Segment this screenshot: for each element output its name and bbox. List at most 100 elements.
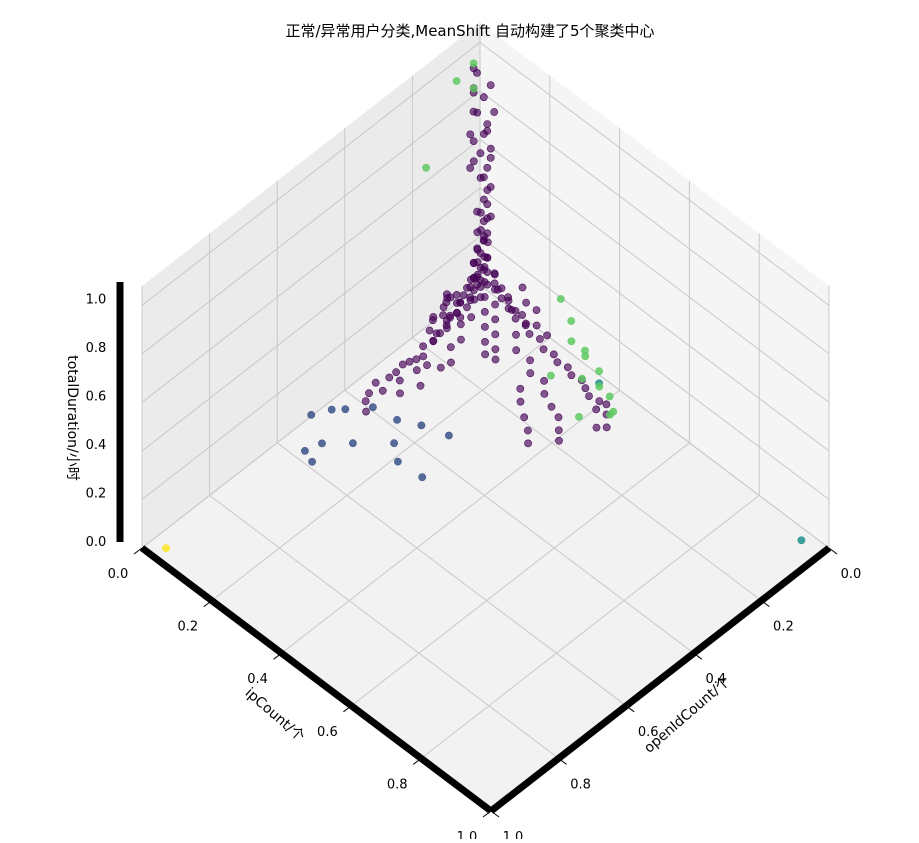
data-point-cluster-0 bbox=[480, 307, 489, 316]
data-point-cluster-0 bbox=[483, 163, 492, 172]
y-tick-mark bbox=[482, 810, 492, 818]
y-axis-label: ipCount/个 bbox=[242, 685, 308, 745]
data-point-cluster-0 bbox=[467, 313, 476, 322]
x-tick-mark bbox=[761, 600, 770, 607]
x-tick-mark bbox=[558, 758, 567, 765]
data-point-cluster-0 bbox=[412, 355, 421, 364]
data-point-cluster-0 bbox=[555, 436, 563, 445]
chart-title: 正常/异常用户分类,MeanShift 自动构建了5个聚类中心 bbox=[285, 22, 654, 40]
data-points bbox=[162, 59, 806, 553]
y-tick-label: 0.4 bbox=[247, 672, 268, 687]
data-point-cluster-0 bbox=[504, 293, 512, 302]
data-point-cluster-1 bbox=[318, 439, 326, 448]
data-point-cluster-3 bbox=[575, 412, 583, 421]
x-tick-label: 0.2 bbox=[773, 620, 794, 635]
data-point-cluster-0 bbox=[516, 384, 525, 393]
data-point-cluster-0 bbox=[473, 270, 482, 279]
data-point-cluster-0 bbox=[436, 329, 444, 338]
data-point-cluster-0 bbox=[540, 376, 548, 385]
grid-line-op-floor bbox=[344, 389, 695, 654]
x-tick-mark bbox=[625, 705, 635, 713]
data-point-cluster-0 bbox=[491, 300, 499, 309]
data-point-cluster-0 bbox=[423, 361, 431, 369]
data-point-cluster-1 bbox=[368, 403, 377, 412]
grid-line-op-floor bbox=[412, 337, 762, 601]
y-tick-mark bbox=[133, 547, 143, 555]
z-tick-label: 0.0 bbox=[86, 535, 107, 550]
data-point-cluster-0 bbox=[563, 363, 572, 372]
data-point-cluster-1 bbox=[307, 410, 316, 419]
y-tick-label: 0.0 bbox=[108, 567, 129, 582]
grid-line-z bbox=[141, 187, 830, 452]
data-point-cluster-0 bbox=[585, 392, 593, 400]
data-point-cluster-3 bbox=[567, 337, 576, 346]
data-point-cluster-0 bbox=[463, 303, 471, 312]
data-point-cluster-0 bbox=[491, 345, 500, 354]
y-tick-mark bbox=[412, 758, 422, 765]
data-point-cluster-0 bbox=[539, 345, 548, 354]
data-point-cluster-0 bbox=[481, 337, 489, 346]
data-point-cluster-0 bbox=[362, 407, 370, 416]
data-point-cluster-3 bbox=[469, 84, 478, 93]
data-point-cluster-0 bbox=[524, 439, 532, 448]
grid-line-z bbox=[141, 138, 830, 403]
data-point-cluster-0 bbox=[476, 149, 485, 158]
data-point-cluster-0 bbox=[470, 295, 479, 304]
data-point-cluster-1 bbox=[300, 446, 309, 455]
data-point-cluster-4 bbox=[162, 544, 170, 553]
data-point-cluster-0 bbox=[486, 81, 495, 89]
data-point-cluster-0 bbox=[525, 330, 534, 338]
data-point-cluster-0 bbox=[491, 355, 500, 364]
data-point-cluster-0 bbox=[456, 320, 465, 329]
data-point-cluster-0 bbox=[483, 120, 492, 128]
z-tick-label: 0.4 bbox=[86, 438, 107, 453]
data-point-cluster-0 bbox=[602, 423, 611, 432]
data-point-cluster-0 bbox=[540, 389, 549, 398]
data-point-cluster-0 bbox=[442, 321, 451, 329]
data-point-cluster-0 bbox=[395, 376, 404, 385]
data-point-cluster-0 bbox=[416, 381, 425, 390]
x-tick-mark bbox=[693, 652, 703, 660]
data-point-cluster-1 bbox=[327, 405, 336, 414]
data-point-cluster-1 bbox=[390, 439, 398, 448]
data-point-cluster-0 bbox=[466, 275, 475, 284]
data-point-cluster-0 bbox=[491, 330, 500, 339]
data-point-cluster-3 bbox=[595, 367, 603, 376]
x-tick-label: 1.0 bbox=[503, 830, 524, 839]
data-point-cluster-0 bbox=[425, 326, 434, 335]
data-point-cluster-0 bbox=[522, 298, 530, 307]
x-axis-line bbox=[488, 545, 832, 814]
tick-labels: 0.0 0.2 0.4 0.6 0.8 1.0 0.0 0.2 0.4 0.6 0.8 1.0 0.0 0… bbox=[86, 292, 862, 843]
data-point-cluster-0 bbox=[469, 107, 478, 116]
data-point-cluster-0 bbox=[507, 305, 516, 314]
axis-lines bbox=[116, 282, 832, 814]
data-point-cluster-0 bbox=[483, 200, 492, 209]
data-point-cluster-0 bbox=[476, 208, 485, 217]
data-point-cluster-0 bbox=[493, 285, 502, 294]
data-point-cluster-0 bbox=[480, 293, 489, 301]
data-point-cluster-0 bbox=[469, 157, 478, 166]
data-point-cluster-3 bbox=[547, 371, 555, 380]
x-tick-label: 0.8 bbox=[570, 777, 591, 792]
data-point-cluster-0 bbox=[512, 330, 520, 339]
data-point-cluster-0 bbox=[385, 373, 394, 382]
data-point-cluster-0 bbox=[480, 263, 489, 271]
data-point-cluster-0 bbox=[473, 245, 482, 254]
data-point-cluster-0 bbox=[490, 108, 499, 116]
data-point-cluster-0 bbox=[518, 283, 527, 292]
data-point-cluster-0 bbox=[532, 306, 541, 314]
data-point-cluster-0 bbox=[371, 378, 380, 387]
data-point-cluster-0 bbox=[567, 371, 576, 380]
y-axis-line bbox=[139, 545, 494, 814]
data-point-cluster-0 bbox=[483, 127, 492, 135]
grid-line-ip-floor bbox=[420, 495, 760, 759]
data-point-cluster-0 bbox=[480, 252, 489, 261]
data-point-cluster-0 bbox=[526, 369, 535, 378]
data-point-cluster-0 bbox=[483, 214, 492, 223]
data-point-cluster-1 bbox=[418, 473, 427, 482]
grid-line-op-floor bbox=[276, 442, 627, 707]
data-point-cluster-0 bbox=[486, 183, 495, 191]
right-wall-pane bbox=[480, 23, 829, 548]
grid-line-z bbox=[141, 41, 830, 306]
